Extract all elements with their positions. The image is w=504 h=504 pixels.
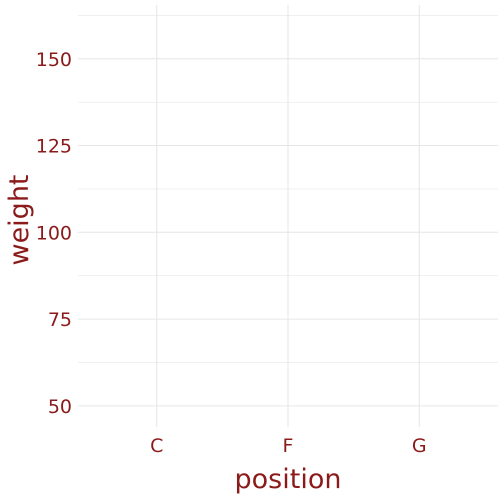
- y-tick-label: 125: [36, 136, 72, 158]
- y-tick-label: 100: [36, 222, 72, 244]
- x-axis-title: position: [235, 464, 342, 495]
- y-tick-label: 150: [36, 49, 72, 71]
- y-tick-label: 75: [48, 309, 72, 331]
- x-tick-label: C: [150, 435, 163, 457]
- y-axis-tick-labels: 50 75 100 125 150: [36, 49, 72, 418]
- grid-major-lines: [78, 5, 498, 427]
- x-tick-label: F: [283, 435, 294, 457]
- y-tick-label: 50: [48, 396, 72, 418]
- y-axis-title: weight: [4, 174, 35, 265]
- x-tick-label: G: [412, 435, 427, 457]
